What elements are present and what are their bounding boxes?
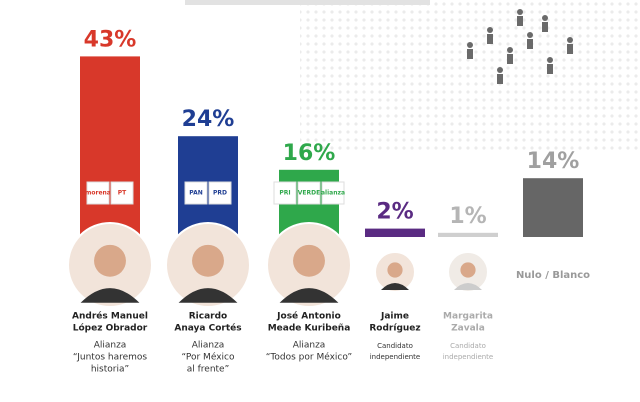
candidate-note: “Juntos haremos: [73, 353, 148, 363]
party-logo: [297, 181, 321, 205]
candidate-note: “Por México: [182, 352, 235, 363]
bar: [365, 228, 425, 237]
candidate-note: al frente”: [187, 365, 230, 375]
candidate-note: Candidato: [450, 342, 486, 350]
candidate-name: Zavala: [451, 324, 485, 334]
photo-face: [192, 244, 224, 277]
photo-face: [387, 262, 403, 278]
party-logo: [208, 181, 232, 205]
bar: [523, 178, 583, 237]
candidate-note: independiente: [443, 353, 494, 361]
value-label: 2%: [376, 200, 413, 225]
candidate-note: Candidato: [377, 342, 413, 350]
crowd-icons: [467, 9, 573, 84]
party-logo-text: PT: [118, 190, 127, 197]
party-logo: [110, 181, 134, 205]
top-strip: [185, 0, 430, 5]
candidate-note: Alianza: [293, 341, 326, 351]
value-label: 1%: [449, 204, 486, 229]
photo-face: [94, 244, 126, 277]
dot-pattern: [300, 0, 640, 150]
photo-body: [454, 283, 482, 290]
party-logo: [184, 181, 208, 205]
candidate-name: José Antonio: [276, 311, 341, 322]
party-logo-text: alianza: [321, 190, 345, 197]
candidate-name: Andrés Manuel: [72, 311, 148, 322]
photo-body: [80, 288, 140, 303]
value-label: 16%: [283, 141, 336, 166]
candidate-note: historia”: [91, 365, 129, 375]
photo-body: [178, 288, 238, 303]
party-logo-text: morena: [85, 190, 111, 197]
party-logo-text: PRI: [279, 190, 290, 197]
value-label: 14%: [527, 149, 580, 174]
photo-face: [460, 262, 476, 278]
party-logo-text: VERDE: [298, 190, 320, 197]
photo-body: [279, 288, 339, 303]
bar: [438, 232, 498, 237]
party-logo-text: PRD: [213, 190, 227, 197]
candidate-note: independiente: [370, 353, 421, 361]
candidate-name: Ricardo: [189, 312, 228, 322]
candidate-name: Rodríguez: [369, 324, 420, 334]
candidate-name: Nulo / Blanco: [516, 270, 590, 281]
candidate-name: Meade Kuribeña: [268, 324, 351, 334]
candidate-note: Alianza: [94, 341, 127, 351]
party-logo: [86, 181, 110, 205]
photo-face: [293, 244, 325, 277]
value-label: 24%: [182, 107, 235, 132]
candidate-name: Anaya Cortés: [174, 323, 241, 334]
bar: [80, 56, 140, 250]
party-logo-text: PAN: [189, 190, 203, 197]
candidate-name: López Obrador: [73, 323, 148, 334]
candidate-note: Alianza: [192, 341, 225, 351]
party-logo: [273, 181, 297, 205]
candidate-name: Jaime: [380, 312, 409, 322]
party-logo: [321, 181, 345, 205]
candidate-name: Margarita: [443, 312, 493, 322]
value-label: 43%: [84, 27, 137, 52]
photo-body: [381, 283, 409, 290]
candidate-note: “Todos por México”: [266, 352, 352, 363]
